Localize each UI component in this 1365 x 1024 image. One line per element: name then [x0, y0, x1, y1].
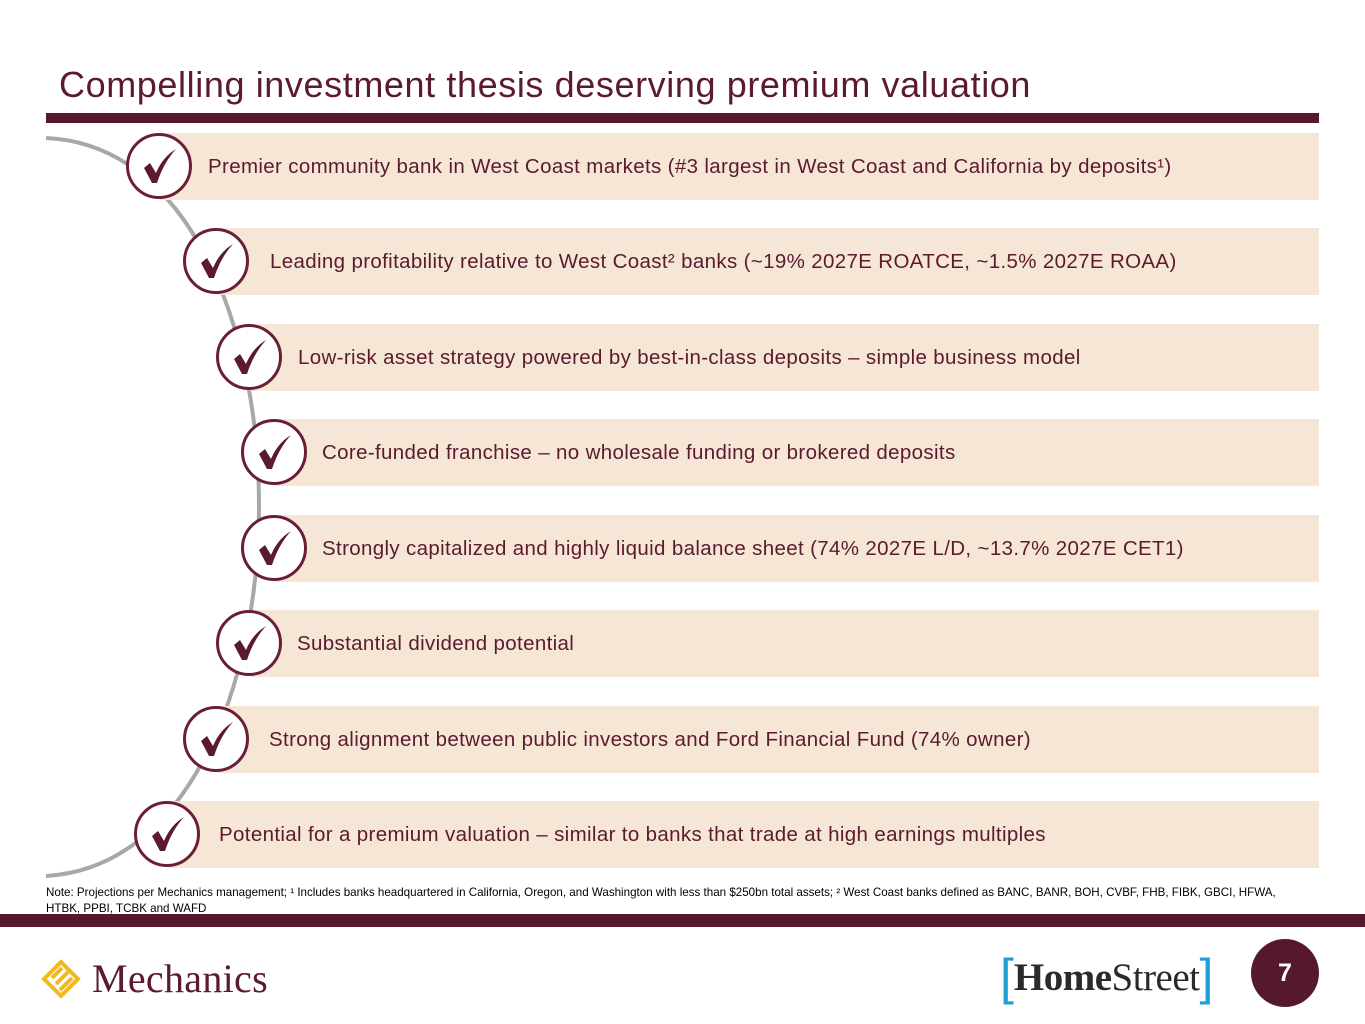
check-badge-5	[241, 515, 307, 581]
homestreet-logo-street: Street	[1111, 955, 1200, 999]
slide-title: Compelling investment thesis deserving p…	[59, 64, 1032, 105]
page-number-badge: 7	[1251, 939, 1319, 1007]
check-icon	[152, 817, 184, 851]
check-badge-1	[126, 133, 192, 199]
thesis-text-7: Strong alignment between public investor…	[269, 727, 1031, 751]
thesis-bar-3: Low-risk asset strategy powered by best-…	[250, 324, 1319, 391]
check-badge-7	[183, 706, 249, 772]
thesis-text-2: Leading profitability relative to West C…	[270, 249, 1177, 273]
thesis-text-6: Substantial dividend potential	[297, 631, 575, 655]
check-badge-2	[183, 228, 249, 294]
homestreet-logo: [ Home Street ]	[1000, 951, 1213, 1003]
thesis-bar-4: Core-funded franchise – no wholesale fun…	[275, 419, 1319, 486]
thesis-text-3: Low-risk asset strategy powered by best-…	[298, 345, 1081, 369]
footnote: Note: Projections per Mechanics manageme…	[46, 886, 1276, 915]
check-icon	[144, 149, 176, 183]
thesis-text-4: Core-funded franchise – no wholesale fun…	[322, 440, 956, 464]
thesis-bar-6: Substantial dividend potential	[250, 610, 1319, 677]
check-badge-4	[241, 419, 307, 485]
thesis-text-5: Strongly capitalized and highly liquid b…	[322, 536, 1184, 560]
check-badge-3	[216, 324, 282, 390]
check-icon	[259, 531, 291, 565]
homestreet-bracket-open: [	[1000, 949, 1014, 1005]
thesis-bar-7: Strong alignment between public investor…	[217, 706, 1319, 773]
check-badge-6	[216, 610, 282, 676]
homestreet-logo-home: Home	[1013, 955, 1112, 999]
thesis-text-8: Potential for a premium valuation – simi…	[219, 822, 1046, 846]
thesis-bar-1: Premier community bank in West Coast mar…	[160, 133, 1319, 200]
check-icon	[234, 626, 266, 660]
mechanics-logo: Mechanics	[40, 955, 268, 1002]
footer-rule	[0, 914, 1365, 927]
mechanics-logo-mark-icon	[41, 958, 81, 999]
thesis-bar-8: Potential for a premium valuation – simi…	[168, 801, 1319, 868]
mechanics-logo-text: Mechanics	[92, 956, 268, 1001]
check-icon	[201, 722, 233, 756]
check-badge-8	[134, 801, 200, 867]
check-icon	[259, 435, 291, 469]
check-icon	[201, 244, 233, 278]
thesis-bar-5: Strongly capitalized and highly liquid b…	[275, 515, 1319, 582]
thesis-text-1: Premier community bank in West Coast mar…	[208, 154, 1172, 178]
title-rule	[46, 113, 1319, 123]
check-icon	[234, 340, 266, 374]
page-number: 7	[1278, 958, 1292, 987]
thesis-bar-2: Leading profitability relative to West C…	[217, 228, 1319, 295]
homestreet-bracket-close: ]	[1199, 949, 1214, 1005]
